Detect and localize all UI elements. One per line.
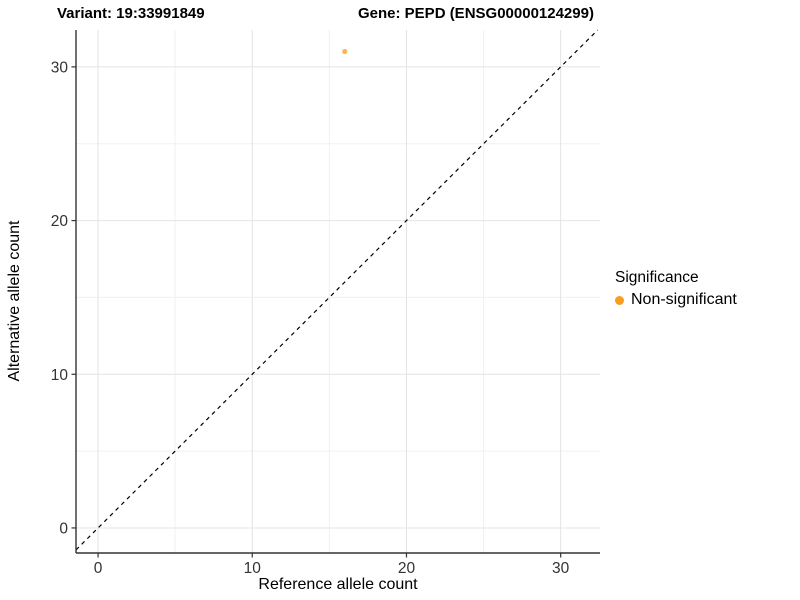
x-axis-title: Reference allele count [258, 576, 418, 593]
y-tick-label: 10 [51, 367, 69, 384]
y-tick-label: 30 [51, 59, 69, 76]
x-tick-label: 10 [244, 560, 262, 577]
gene-title: Gene: PEPD (ENSG00000124299) [358, 5, 594, 22]
y-tick-label: 20 [51, 213, 69, 230]
legend-title: Significance [615, 269, 699, 286]
x-tick-label: 20 [398, 560, 416, 577]
legend-item-non-significant: Non-significant [615, 291, 737, 309]
y-axis-title: Alternative allele count [6, 220, 23, 382]
variant-title: Variant: 19:33991849 [57, 5, 205, 22]
data-point [342, 48, 348, 55]
legend: Significance Non-significant [615, 269, 737, 309]
x-tick-label: 0 [94, 560, 103, 577]
x-tick-label: 30 [552, 560, 570, 577]
y-tick-label: 0 [59, 520, 68, 537]
legend-item-label: Non-significant [631, 291, 737, 308]
legend-point-icon [615, 295, 624, 305]
identity-line [75, 29, 599, 551]
